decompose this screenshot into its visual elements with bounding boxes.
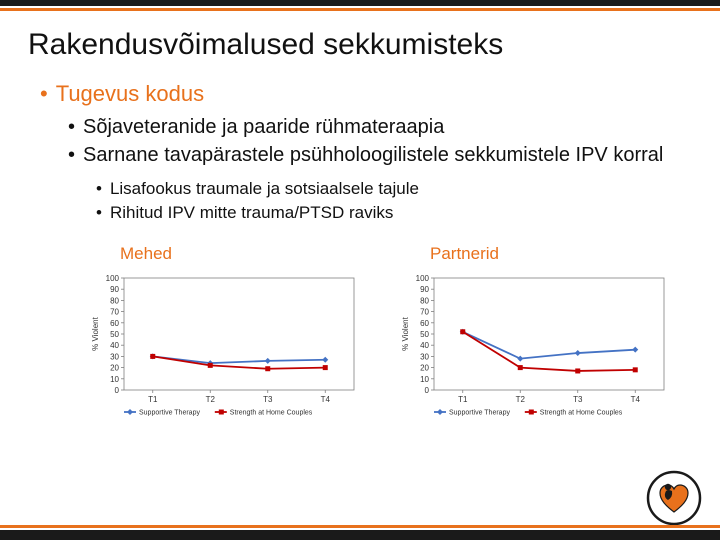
svg-text:50: 50 [420,330,429,339]
chart-right-svg: 0 10 20 30 40 50 60 70 80 90 100 % Violent T1 T2 T3 T4 S… [400,272,670,422]
svg-text:T1: T1 [148,395,158,404]
chart-label-left: Mehed [120,244,360,264]
content-area: • Tugevus kodus • Sõjaveteranide ja paar… [40,80,680,427]
bullet-dot: • [68,142,75,168]
svg-text:Strength at Home Couples: Strength at Home Couples [230,410,313,417]
svg-text:20: 20 [420,364,429,373]
svg-text:60: 60 [110,319,119,328]
svg-text:40: 40 [420,341,429,350]
svg-text:T4: T4 [321,395,331,404]
svg-text:50: 50 [110,330,119,339]
svg-text:80: 80 [420,296,429,305]
bullet-level3: • Rihitud IPV mitte trauma/PTSD raviks [96,202,680,224]
svg-text:T3: T3 [573,395,583,404]
svg-text:90: 90 [110,285,119,294]
bullet-text: Sõjaveteranide ja paaride rühmateraapia [83,114,444,140]
bullet-dot: • [40,80,48,108]
svg-text:10: 10 [420,375,429,384]
svg-text:100: 100 [106,274,120,283]
bottom-accent-bars [0,525,720,540]
bullet-level2: • Sarnane tavapärastele psühholoogiliste… [68,142,680,168]
svg-text:% Violent: % Violent [401,316,410,350]
svg-text:Supportive Therapy: Supportive Therapy [449,410,510,417]
bullet-dot: • [68,114,75,140]
svg-text:30: 30 [420,352,429,361]
bullet-level3: • Lisafookus traumale ja sotsiaalsele ta… [96,178,680,200]
svg-text:Supportive Therapy: Supportive Therapy [139,410,200,417]
chart-label-right: Partnerid [430,244,670,264]
chart-left-svg: 0 10 20 30 40 50 60 70 80 90 100 % Violent T1 T2 T3 T4 S… [90,272,360,422]
svg-text:T1: T1 [458,395,468,404]
svg-text:90: 90 [420,285,429,294]
bullet-text: Rihitud IPV mitte trauma/PTSD raviks [110,202,393,224]
bullet-dot: • [96,178,102,200]
svg-text:100: 100 [416,274,430,283]
page-title: Rakendusvõimalused sekkumisteks [28,28,503,62]
bullet-level1: • Tugevus kodus [40,80,680,108]
bullet-text: Sarnane tavapärastele psühholoogilistele… [83,142,663,168]
svg-text:40: 40 [110,341,119,350]
bullet-dot: • [96,202,102,224]
svg-text:10: 10 [110,375,119,384]
svg-text:% Violent: % Violent [91,316,100,350]
bullet-level2: • Sõjaveteranide ja paaride rühmateraapi… [68,114,680,140]
svg-text:60: 60 [420,319,429,328]
svg-text:T4: T4 [631,395,641,404]
svg-text:70: 70 [110,308,119,317]
logo-icon [646,470,702,526]
svg-text:T2: T2 [206,395,216,404]
svg-text:80: 80 [110,296,119,305]
top-accent-bars [0,0,720,11]
svg-text:0: 0 [115,386,120,395]
svg-text:30: 30 [110,352,119,361]
svg-text:Strength at Home Couples: Strength at Home Couples [540,410,623,417]
svg-text:0: 0 [425,386,430,395]
bullet-text: Lisafookus traumale ja sotsiaalsele taju… [110,178,419,200]
bullet-text: Tugevus kodus [56,80,204,108]
svg-text:20: 20 [110,364,119,373]
chart-right: Partnerid 0 10 20 30 40 50 60 70 80 90 100 % Violen… [400,244,670,427]
charts-row: Mehed 0102030405060708090100% ViolentT1T… [40,244,680,427]
svg-text:T3: T3 [263,395,273,404]
chart-left: Mehed 0 10 20 30 40 50 60 70 80 90 100 % Violent T1 T… [90,244,360,427]
svg-text:70: 70 [420,308,429,317]
svg-text:T2: T2 [516,395,526,404]
